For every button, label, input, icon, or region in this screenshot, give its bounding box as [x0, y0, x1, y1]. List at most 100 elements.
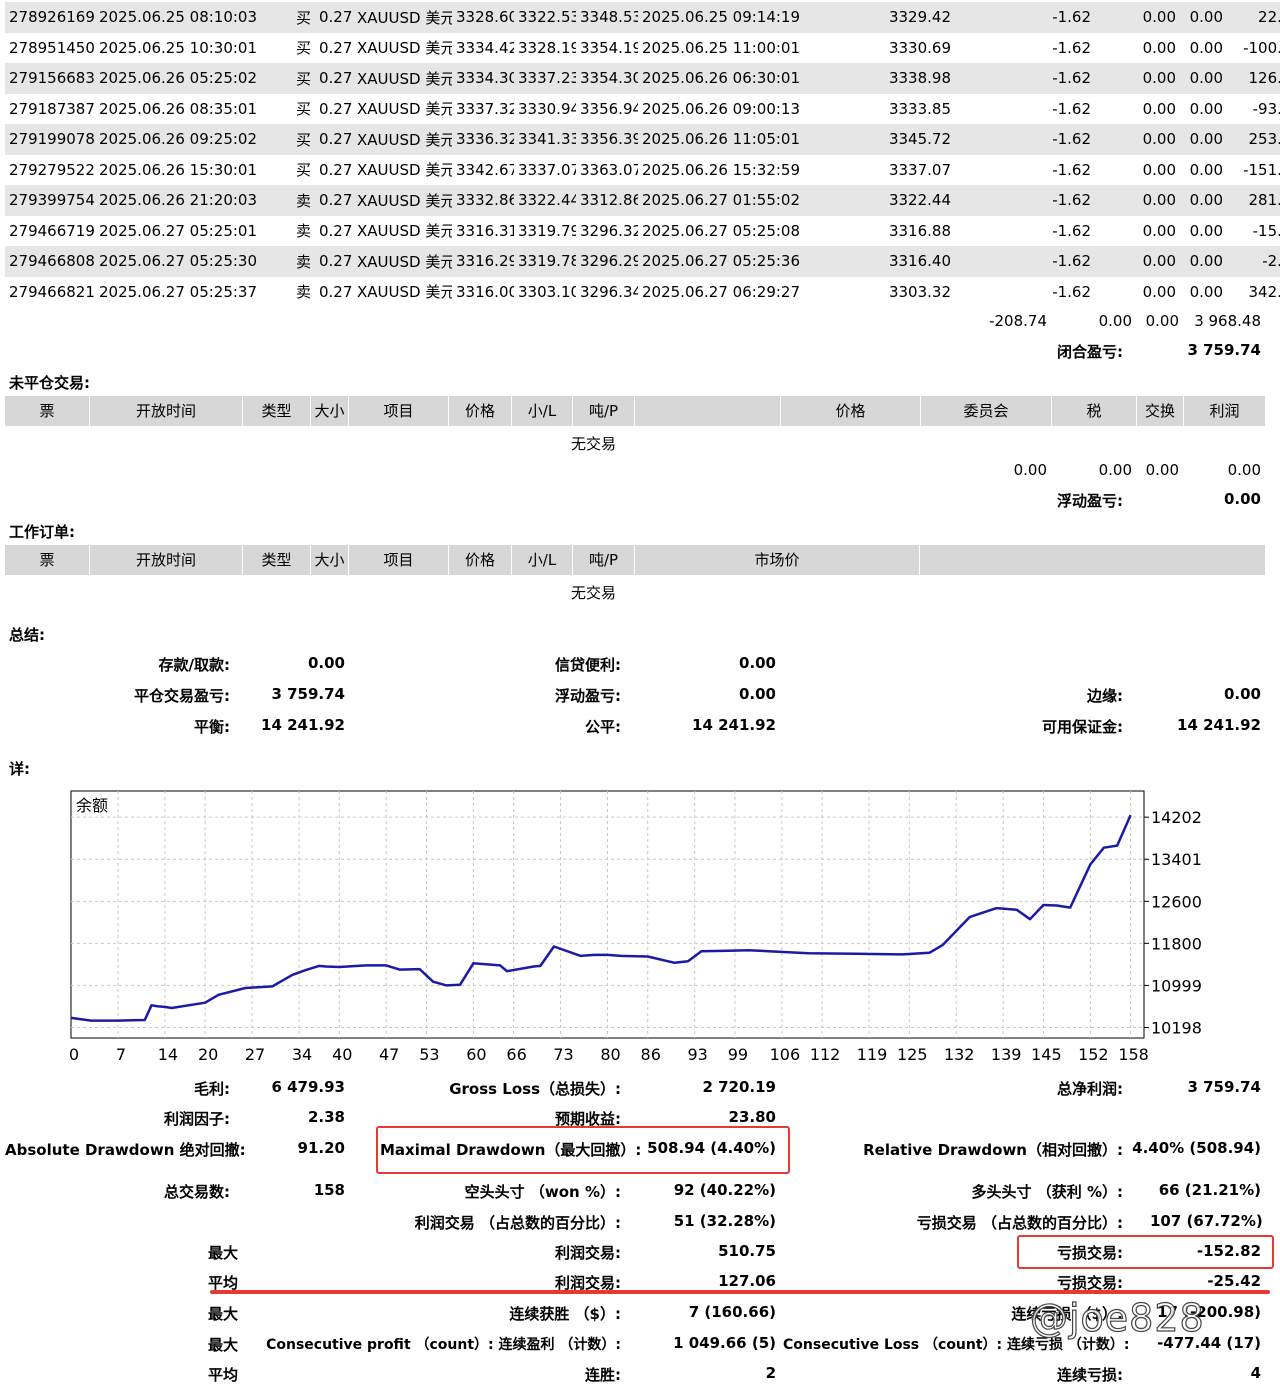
trade-close-price: 3316.40: [808, 246, 955, 277]
trade-size: 0.27: [319, 160, 353, 179]
trade-sl: 3337.07: [518, 160, 576, 179]
trade-profit: 22.14: [1227, 2, 1280, 33]
trade-size: 0.27: [319, 282, 353, 301]
trade-size: 0.27: [315, 124, 353, 155]
balance-chart: 0 7 14 20 27 34 40 47 53 60 66 73 80 86 93 99 106 112 119 1…: [69, 790, 1202, 1064]
trade-swap: 0.00: [1180, 2, 1227, 33]
gross-profit-value: 6 479.93: [271, 1078, 345, 1096]
trade-item: XAUUSD 美元: [353, 63, 452, 94]
col-size: 大小: [311, 545, 349, 575]
trade-type: 卖: [295, 222, 311, 241]
credit-value: 0.00: [738, 654, 776, 672]
trade-price: 3336.32: [452, 124, 514, 155]
trade-ticket: 279466808: [5, 246, 95, 277]
trade-item: XAUUSD 美元: [353, 246, 452, 277]
trade-open-time: 2025.06.26 05:25:02: [95, 63, 265, 94]
col-market-price: 市场价: [635, 545, 920, 575]
trade-tax: 0.00: [1095, 185, 1180, 216]
maximal-drawdown-value: 508.94 (4.40%): [647, 1139, 776, 1157]
average-profit-value: 127.06: [718, 1272, 776, 1290]
trade-type: 买: [265, 124, 315, 155]
closed-trades-table: 278926169 2025.06.25 08:10:03 买 0.27 XAUUSD …: [5, 2, 1280, 307]
trade-close-time: 2025.06.27 05:25:36: [638, 246, 808, 277]
avg-consec-wins-label: 连胜:: [585, 1366, 621, 1384]
trade-type: 买: [265, 2, 315, 33]
short-positions-label: 空头头寸 （won %）:: [464, 1183, 621, 1201]
largest-profit-label: 利润交易:: [555, 1244, 621, 1262]
trade-sl: 3322.44: [514, 185, 576, 216]
trade-close-time: 2025.06.27 06:29:27: [642, 282, 801, 301]
col-tax: 税: [1052, 396, 1137, 426]
trade-tax: 0.00: [1142, 38, 1176, 57]
trade-tax: 0.00: [1142, 160, 1176, 179]
trade-row: 279156683 2025.06.26 05:25:02 买 0.27 XAUUSD …: [5, 63, 1280, 94]
gross-profit-label: 毛利:: [194, 1080, 230, 1098]
maximal-drawdown-label: Maximal Drawdown（最大回撤）:: [380, 1141, 642, 1159]
trade-close-time: 2025.06.27 05:25:08: [642, 221, 801, 240]
col-swap: 交换: [1137, 396, 1184, 426]
trade-swap: 0.00: [1189, 160, 1223, 179]
largest-label: 最大: [208, 1244, 239, 1262]
trade-row: 278926169 2025.06.25 08:10:03 买 0.27 XAUUSD …: [5, 2, 1280, 33]
long-positions-label: 多头头寸 （获利 %）:: [971, 1183, 1123, 1201]
trade-commission: -1.62: [955, 246, 1095, 277]
x-tick-label: 34: [292, 1045, 312, 1064]
x-tick-label: 93: [688, 1045, 708, 1064]
trade-sl: 3319.78: [514, 246, 576, 277]
trade-commission: -1.62: [1052, 38, 1091, 57]
x-tick-label: 27: [245, 1045, 265, 1064]
y-tick-label: 14202: [1151, 808, 1202, 827]
net-profit-value: 3 759.74: [1187, 1078, 1261, 1096]
trade-tp: 3354.19: [580, 38, 638, 57]
trade-type: 买: [295, 39, 311, 58]
trade-open-time: 2025.06.26 08:35:01: [99, 99, 258, 118]
trade-item: XAUUSD 美元: [357, 161, 452, 180]
col-price: 价格: [449, 545, 512, 575]
trade-tp: 3354.30: [576, 63, 638, 94]
trade-close-price: 3322.44: [808, 185, 955, 216]
x-tick-label: 99: [728, 1045, 748, 1064]
credit-label: 信贷便利:: [555, 656, 621, 674]
trade-commission: -1.62: [1052, 282, 1091, 301]
profit-factor-label: 利润因子:: [164, 1110, 230, 1128]
trade-swap: 0.00: [1180, 63, 1227, 94]
trade-close-price: 3333.85: [888, 99, 951, 118]
trade-profit: -2.97: [1227, 246, 1280, 277]
trade-row: 279466821 2025.06.27 05:25:37 卖 0.27 XAUUSD …: [5, 277, 1280, 308]
trade-sl: 3328.19: [518, 38, 576, 57]
x-tick-label: 0: [69, 1045, 79, 1064]
x-tick-label: 53: [419, 1045, 439, 1064]
net-profit-label: 总净利润:: [1057, 1080, 1123, 1098]
trade-price: 3332.86: [452, 185, 514, 216]
x-tick-label: 152: [1078, 1045, 1109, 1064]
trade-profit: 342.36: [1248, 282, 1280, 301]
trade-tp: 3356.39: [576, 124, 638, 155]
trade-price: 3337.32: [456, 99, 514, 118]
trade-commission: -1.62: [1052, 160, 1091, 179]
x-tick-label: 73: [553, 1045, 573, 1064]
max-consec-count-label: 最大: [208, 1336, 239, 1354]
trade-swap: 0.00: [1189, 99, 1223, 118]
trade-item: XAUUSD 美元: [353, 185, 452, 216]
x-tick-label: 14: [158, 1045, 178, 1064]
trade-close-time: 2025.06.25 11:00:01: [642, 38, 801, 57]
x-tick-label: 86: [641, 1045, 661, 1064]
trade-open-time: 2025.06.25 08:10:03: [95, 2, 265, 33]
floating-pl-value: 0.00: [1223, 490, 1261, 508]
trade-swap: 0.00: [1180, 185, 1227, 216]
trade-item: XAUUSD 美元: [357, 222, 452, 241]
trade-close-time: 2025.06.26 11:05:01: [638, 124, 808, 155]
x-tick-label: 80: [600, 1045, 620, 1064]
trade-sl: 3322.53: [514, 2, 576, 33]
trade-ticket: 278951450: [9, 38, 95, 57]
open-trades-header: 票 开放时间 类型 大小 项目 价格 小/L 吨/P 价格 委员会 税 交换 利…: [5, 396, 1265, 426]
x-tick-label: 112: [810, 1045, 841, 1064]
deposit-label: 存款/取款:: [158, 656, 230, 674]
col-market-price: 价格: [781, 396, 921, 426]
trade-tp: 3363.07: [580, 160, 638, 179]
trade-open-time: 2025.06.25 10:30:01: [99, 38, 258, 57]
watermark: @joe828: [1029, 1295, 1205, 1340]
trade-item: XAUUSD 美元: [353, 2, 452, 33]
avg-consec-losses-value: 4: [1250, 1364, 1261, 1382]
trade-sl: 3337.23: [514, 63, 576, 94]
